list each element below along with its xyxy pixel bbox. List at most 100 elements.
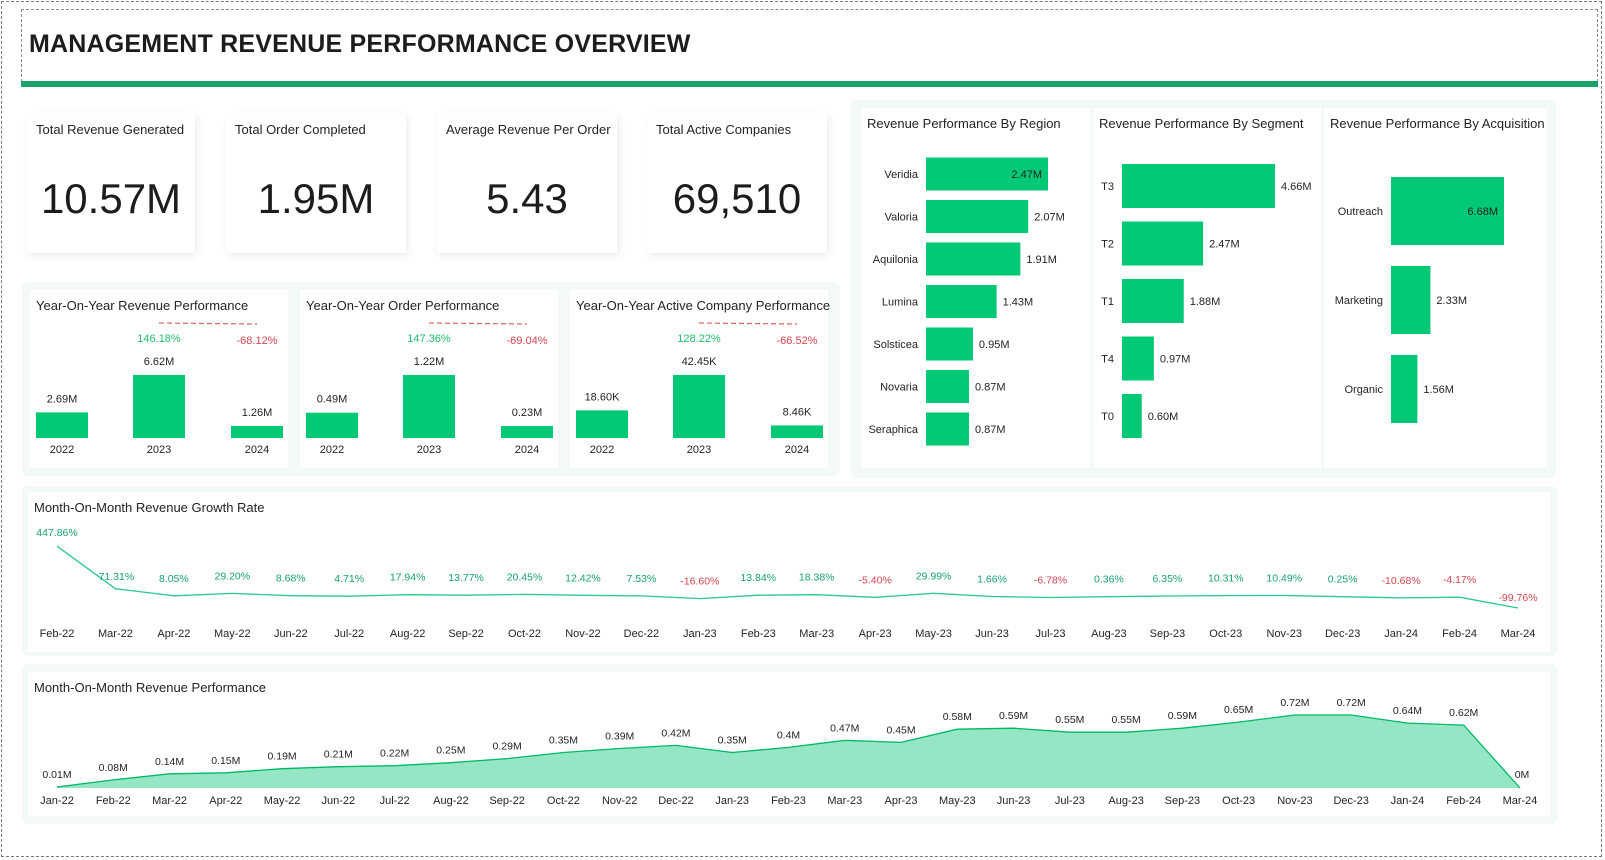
acquisition-card[interactable]: Revenue Performance By Acquisition Outre… [1324,108,1546,468]
x-tick-label: Jun-23 [975,628,1009,640]
data-label: -5.40% [859,574,892,586]
bar-value-label: 2.47M [1011,169,1042,181]
x-tick-label: May-22 [214,628,251,640]
x-tick-label: 2023 [687,444,711,456]
data-label: 0.35M [549,735,578,747]
data-label: 20.45% [507,571,543,583]
x-tick-label: Jan-24 [1391,795,1425,807]
x-tick-label: May-23 [915,628,952,640]
bar-value-label: 0.87M [975,424,1006,436]
yoy-order-card[interactable]: Year-On-Year Order Performance 0.49M 2022… [300,290,558,468]
growth-label-positive: 128.22% [677,333,721,345]
x-tick-label: Aug-23 [1108,795,1143,807]
x-tick-label: Jan-24 [1384,628,1418,640]
data-label: 0.72M [1337,697,1366,709]
bar-value-label: 2.69M [47,393,78,405]
category-label: T0 [1101,411,1114,423]
x-tick-label: Jan-23 [683,628,717,640]
acquisition-chart: Outreach 6.68M Marketing 2.33M Organic 1.56M [1335,177,1504,423]
bar-value-label: 0.23M [512,407,543,419]
bar-value-label: 18.60K [585,391,621,403]
category-label: Aquilonia [873,254,919,266]
kpi-card-total-orders[interactable]: Total Order Completed 1.95M [226,113,406,253]
chart-title: Month-On-Month Revenue Growth Rate [34,500,265,515]
data-label: 4.71% [334,573,364,585]
x-tick-label: Mar-23 [799,628,834,640]
x-tick-label: Jul-22 [380,795,410,807]
kpi-card-average-revenue[interactable]: Average Revenue Per Order 5.43 [437,113,617,253]
kpi-card-active-companies[interactable]: Total Active Companies 69,510 [647,113,827,253]
x-tick-label: Oct-22 [508,628,541,640]
region-card[interactable]: Revenue Performance By Region Veridia 2.4… [861,108,1090,468]
growth-label-positive: 147.36% [407,333,451,345]
bar [926,285,997,318]
data-label: 6.35% [1152,573,1182,585]
data-label: 17.94% [390,572,426,584]
yoy-bar [403,375,455,438]
bar [1122,394,1142,438]
bar-value-label: 0.60M [1148,411,1179,423]
x-tick-label: Apr-22 [209,795,242,807]
data-label: 447.86% [36,527,77,539]
data-label: 29.20% [215,570,251,582]
data-label: -16.60% [680,576,719,588]
x-tick-label: Feb-24 [1442,628,1477,640]
growth-line [56,545,1519,609]
yoy-bar [673,375,725,438]
growth-rate-card[interactable]: Month-On-Month Revenue Growth Rate 447.8… [28,492,1550,652]
growth-label-positive: 146.18% [137,333,181,345]
x-tick-label: Dec-23 [1325,628,1360,640]
kpi-value: 69,510 [672,175,802,222]
kpi-value: 1.95M [257,175,375,222]
bar-value-label: 2.33M [1436,295,1467,307]
kpi-card-total-revenue[interactable]: Total Revenue Generated 10.57M [27,113,195,253]
x-tick-label: Sep-23 [1165,795,1200,807]
monthly-revenue-card[interactable]: Month-On-Month Revenue Performance 0.01M… [28,672,1550,816]
category-label: Organic [1344,384,1383,396]
kpi-label: Total Order Completed [235,122,366,137]
data-label: 0.42M [661,727,690,739]
page-title: MANAGEMENT REVENUE PERFORMANCE OVERVIEW [29,30,691,58]
data-label: 10.31% [1208,573,1244,585]
x-tick-label: Feb-22 [40,628,75,640]
x-tick-label: Feb-24 [1446,795,1481,807]
growth-trend-line [158,322,258,325]
x-tick-label: 2024 [785,444,809,456]
bar-value-label: 1.88M [1190,296,1221,308]
yoy-active-company-card[interactable]: Year-On-Year Active Company Performance … [570,290,830,468]
bar [926,370,969,403]
yoy-bar [231,426,283,438]
data-label: 0.15M [211,755,240,767]
data-label: 8.68% [276,573,306,585]
category-label: T4 [1101,354,1114,366]
data-label: 0.25M [436,745,465,757]
x-tick-label: Nov-23 [1277,795,1312,807]
kpi-label: Average Revenue Per Order [446,122,611,137]
bar-value-label: 1.22M [414,356,445,368]
data-label: 0.62M [1449,707,1478,719]
data-label: -6.78% [1034,574,1067,586]
x-tick-label: Dec-22 [624,628,659,640]
data-label: 0.55M [1112,714,1141,726]
x-tick-label: Jul-22 [334,628,364,640]
x-tick-label: Oct-23 [1222,795,1255,807]
category-label: Solsticea [873,339,919,351]
data-label: 0.08M [99,762,128,774]
x-tick-label: Aug-22 [390,628,425,640]
bar-value-label: 8.46K [783,406,812,418]
x-tick-label: Mar-22 [98,628,133,640]
kpi-label: Total Active Companies [656,122,792,137]
data-label: 0.21M [324,749,353,761]
data-label: 0.64M [1393,705,1422,717]
bar-value-label: 0.95M [979,339,1010,351]
yoy-bar [133,375,185,438]
data-label: 0.4M [777,729,800,741]
data-label: 0.19M [267,751,296,763]
data-label: 0.36% [1094,574,1124,586]
x-tick-label: 2023 [147,444,171,456]
segment-card[interactable]: Revenue Performance By Segment T3 4.66M T2… [1093,108,1321,468]
data-label: 0.01M [42,769,71,781]
x-tick-label: Jun-22 [274,628,308,640]
yoy-revenue-card[interactable]: Year-On-Year Revenue Performance 2.69M 20… [30,290,288,468]
